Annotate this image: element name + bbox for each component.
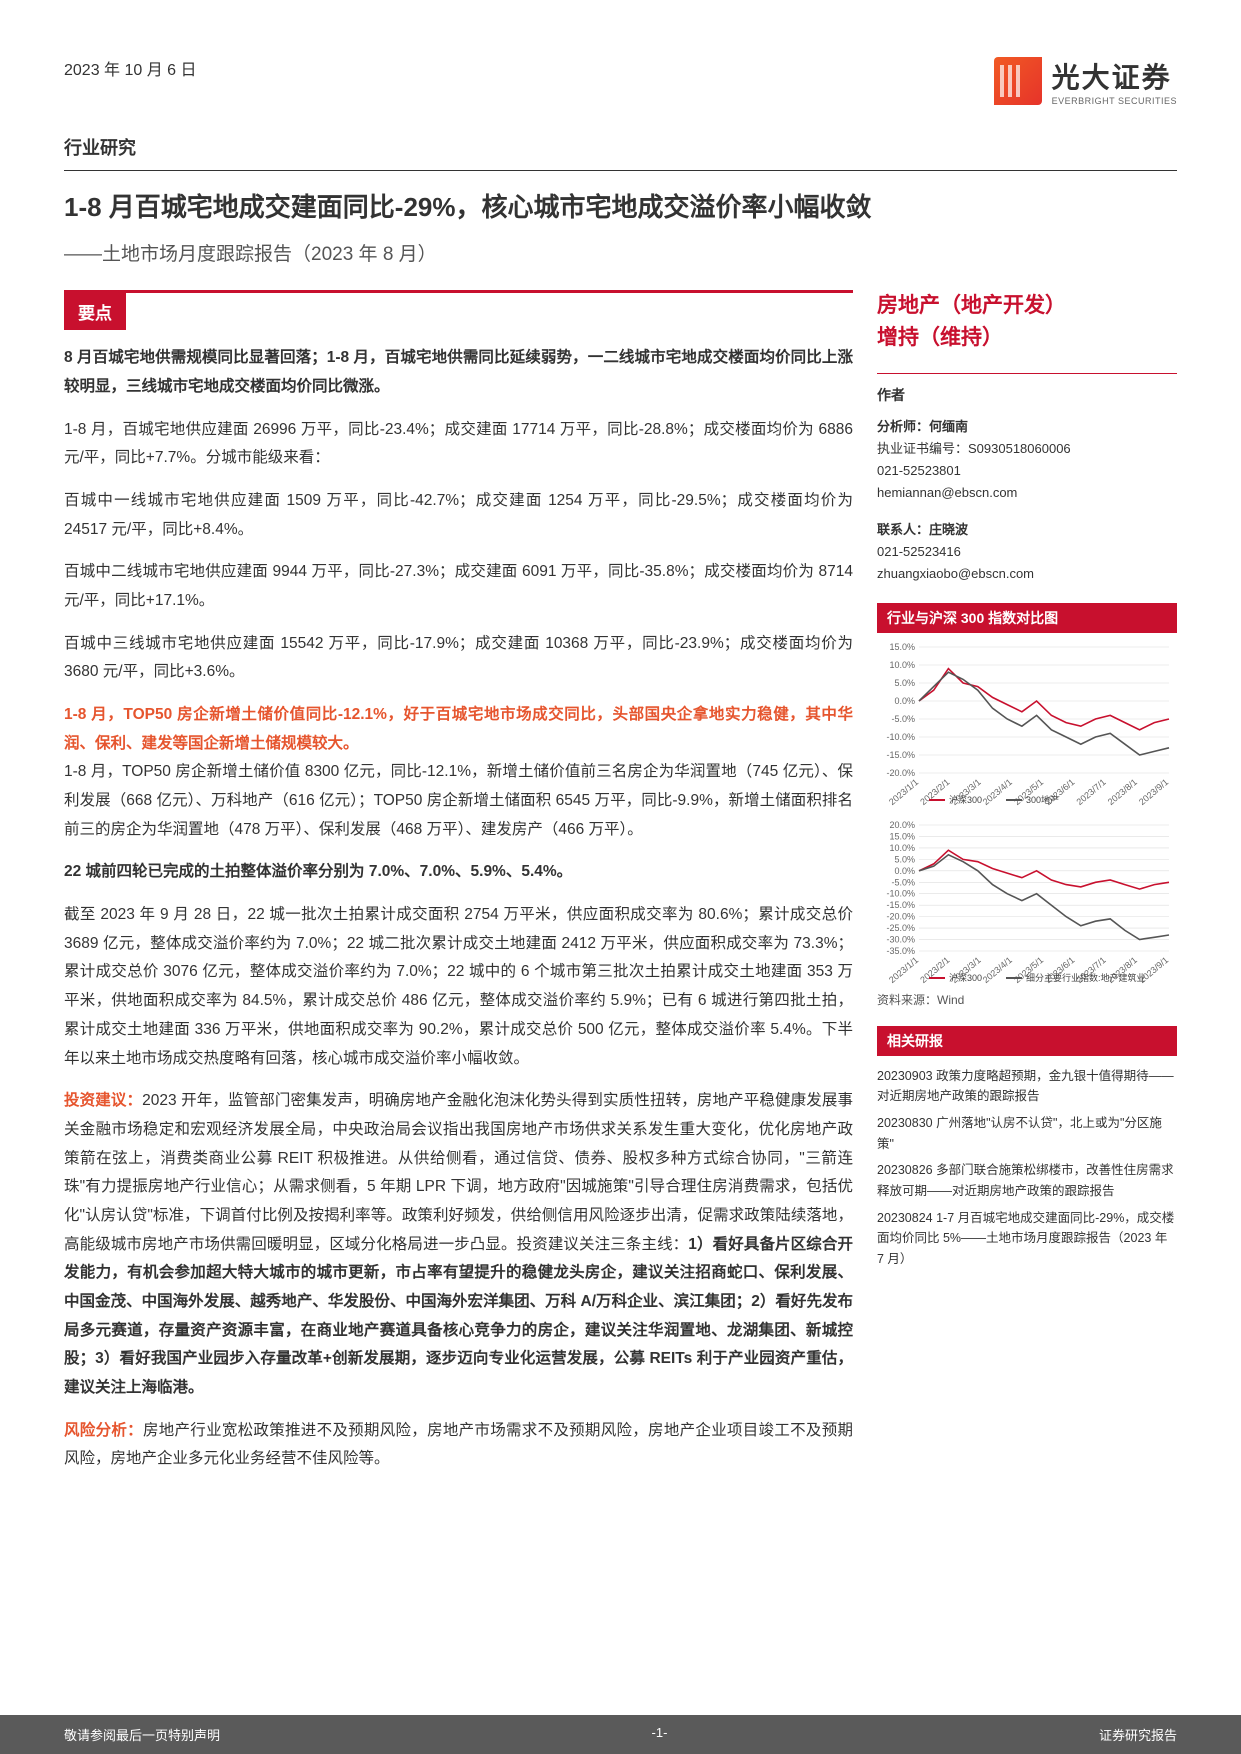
related-1: 20230830 广州落地"认房不认贷"，北上或为"分区施策" <box>877 1113 1177 1154</box>
body-p7-red: 22 城前四轮已完成的土拍整体溢价率分别为 7.0%、7.0%、5.9%、5.4… <box>64 858 853 887</box>
analyst-cert: 执业证书编号：S0930518060006 <box>877 438 1177 460</box>
risk-label: 风险分析： <box>64 1422 143 1439</box>
svg-text:2023/2/1: 2023/2/1 <box>918 955 951 985</box>
related-3: 20230824 1-7 月百城宅地成交建面同比-29%，成交楼面均价同比 5%… <box>877 1208 1177 1270</box>
svg-text:-25.0%: -25.0% <box>886 923 915 933</box>
report-title: 1-8 月百城宅地成交建面同比-29%，核心城市宅地成交溢价率小幅收敛 <box>64 189 1177 225</box>
svg-text:沪深300: 沪深300 <box>949 794 982 805</box>
footer-right: 证券研究报告 <box>1099 1725 1177 1744</box>
svg-text:-10.0%: -10.0% <box>886 732 915 742</box>
related-title: 相关研报 <box>877 1026 1177 1056</box>
brand-logo: 光大证券 EVERBRIGHT SECURITIES <box>994 56 1177 106</box>
svg-text:2023/8/1: 2023/8/1 <box>1106 777 1139 807</box>
svg-text:2023/1/1: 2023/1/1 <box>887 955 920 985</box>
svg-text:-10.0%: -10.0% <box>886 889 915 899</box>
body-p8b: 1）看好具备片区综合开发能力，有机会参加超大特大城市的城市更新，市占率有望提升的… <box>64 1236 853 1396</box>
svg-text:2023/2/1: 2023/2/1 <box>918 777 951 807</box>
svg-text:-15.0%: -15.0% <box>886 900 915 910</box>
svg-text:-15.0%: -15.0% <box>886 750 915 760</box>
logo-icon <box>994 57 1042 105</box>
contact-label: 联系人：庄晓波 <box>877 519 1177 541</box>
svg-text:0.0%: 0.0% <box>894 696 915 706</box>
svg-text:5.0%: 5.0% <box>894 854 915 864</box>
svg-text:-5.0%: -5.0% <box>891 877 915 887</box>
sector-line2: 增持（维持） <box>877 322 1177 354</box>
analyst-email: hemiannan@ebscn.com <box>877 482 1177 504</box>
svg-text:20.0%: 20.0% <box>889 820 915 830</box>
report-subtitle: ——土地市场月度跟踪报告（2023 年 8 月） <box>64 239 1177 266</box>
body-p8a: 2023 开年，监管部门密集发声，明确房地产金融化泡沫化势头得到实质性扭转，房地… <box>64 1092 853 1252</box>
svg-text:-5.0%: -5.0% <box>891 714 915 724</box>
related-2: 20230826 多部门联合施策松绑楼市，改善性住房需求释放可期——对近期房地产… <box>877 1160 1177 1201</box>
svg-text:-35.0%: -35.0% <box>886 946 915 956</box>
body-p7: 截至 2023 年 9 月 28 日，22 城一批次土拍累计成交面积 2754 … <box>64 901 853 1073</box>
report-date: 2023 年 10 月 6 日 <box>64 56 197 80</box>
sector-line1: 房地产（地产开发） <box>877 290 1177 322</box>
report-category: 行业研究 <box>64 134 1177 160</box>
page-footer: 敬请参阅最后一页特别声明 -1- 证券研究报告 <box>0 1715 1241 1754</box>
svg-text:2023/1/1: 2023/1/1 <box>887 777 920 807</box>
author-label: 作者 <box>877 384 1177 408</box>
svg-text:2023/7/1: 2023/7/1 <box>1075 777 1108 807</box>
svg-text:5.0%: 5.0% <box>894 678 915 688</box>
contact-email: zhuangxiaobo@ebscn.com <box>877 563 1177 585</box>
svg-text:沪深300: 沪深300 <box>949 972 982 983</box>
svg-text:300地产: 300地产 <box>1026 794 1059 805</box>
svg-text:0.0%: 0.0% <box>894 866 915 876</box>
body-p2: 1-8 月，百城宅地供应建面 26996 万平，同比-23.4%；成交建面 17… <box>64 416 853 473</box>
chart-source: 资料来源：Wind <box>877 991 1177 1008</box>
body-p4: 百城中二线城市宅地供应建面 9944 万平，同比-27.3%；成交建面 6091… <box>64 558 853 615</box>
chart-2: 20.0%15.0% 10.0%5.0% 0.0%-5.0% -10.0%-15.0%… <box>877 817 1177 987</box>
body-p3: 百城中一线城市宅地供应建面 1509 万平，同比-42.7%；成交建面 1254… <box>64 487 853 544</box>
body-p6-red: 1-8 月，TOP50 房企新增土储价值同比-12.1%，好于百城宅地市场成交同… <box>64 706 853 752</box>
svg-text:15.0%: 15.0% <box>889 831 915 841</box>
related-reports: 20230903 政策力度略超预期，金九银十值得期待——对近期房地产政策的跟踪报… <box>877 1066 1177 1270</box>
summary-highlight: 8 月百城宅地供需规模同比显著回落；1-8 月，百城宅地供需同比延续弱势，一二线… <box>64 344 853 401</box>
analyst-phone: 021-52523801 <box>877 460 1177 482</box>
svg-text:-30.0%: -30.0% <box>886 934 915 944</box>
body-p5: 百城中三线城市宅地供应建面 15542 万平，同比-17.9%；成交建面 103… <box>64 630 853 687</box>
chart-1: 15.0% 10.0% 5.0% 0.0% -5.0% -10.0% -15.0% -20.0… <box>877 639 1177 809</box>
invest-label: 投资建议： <box>64 1092 142 1109</box>
svg-text:2023/4/1: 2023/4/1 <box>981 955 1014 985</box>
chart-section-title: 行业与沪深 300 指数对比图 <box>877 603 1177 633</box>
footer-left: 敬请参阅最后一页特别声明 <box>64 1725 220 1744</box>
svg-text:2023/4/1: 2023/4/1 <box>981 777 1014 807</box>
logo-en: EVERBRIGHT SECURITIES <box>1052 96 1177 106</box>
logo-cn: 光大证券 <box>1052 56 1177 96</box>
svg-text:15.0%: 15.0% <box>889 642 915 652</box>
svg-text:-20.0%: -20.0% <box>886 768 915 778</box>
svg-text:10.0%: 10.0% <box>889 843 915 853</box>
footer-center: -1- <box>652 1725 668 1744</box>
svg-text:细分主要行业指数:地产建筑业: 细分主要行业指数:地产建筑业 <box>1026 972 1146 983</box>
svg-text:2023/9/1: 2023/9/1 <box>1137 777 1170 807</box>
body-p9: 房地产行业宽松政策推进不及预期风险，房地产市场需求不及预期风险，房地产企业项目竣… <box>64 1422 853 1468</box>
keypoints-label: 要点 <box>64 293 126 330</box>
contact-phone: 021-52523416 <box>877 541 1177 563</box>
svg-text:10.0%: 10.0% <box>889 660 915 670</box>
svg-text:-20.0%: -20.0% <box>886 911 915 921</box>
body-p6: 1-8 月，TOP50 房企新增土储价值 8300 亿元，同比-12.1%，新增… <box>64 763 853 837</box>
related-0: 20230903 政策力度略超预期，金九银十值得期待——对近期房地产政策的跟踪报… <box>877 1066 1177 1107</box>
analyst-name: 分析师：何缅南 <box>877 416 1177 438</box>
